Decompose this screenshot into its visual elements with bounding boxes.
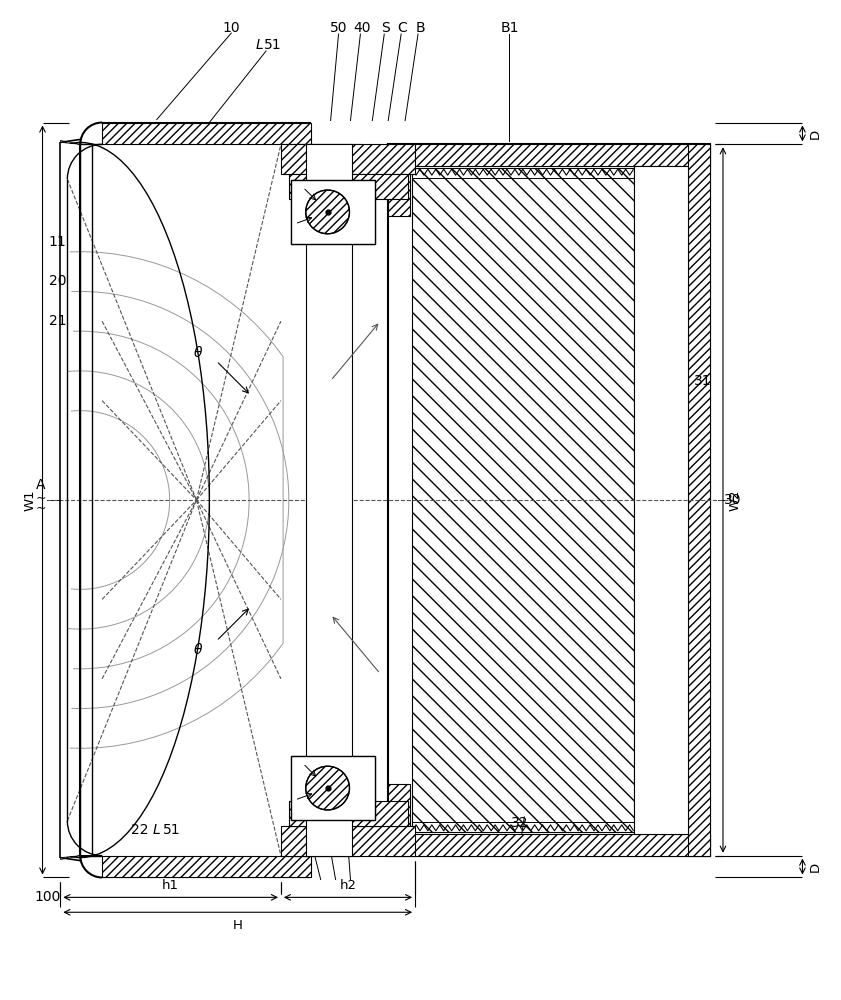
Text: C: C <box>397 21 407 35</box>
Text: 32: 32 <box>510 816 528 830</box>
Bar <box>281 826 415 856</box>
Bar <box>288 174 408 199</box>
Text: 22: 22 <box>131 823 149 837</box>
Bar <box>389 144 710 166</box>
Bar <box>412 168 633 832</box>
Text: B1: B1 <box>500 21 519 35</box>
Text: 40: 40 <box>320 839 337 853</box>
Bar <box>102 123 310 144</box>
Text: W1: W1 <box>23 489 36 511</box>
Text: ~: ~ <box>35 501 45 514</box>
Polygon shape <box>61 140 102 144</box>
Text: ~: ~ <box>35 492 45 505</box>
Bar <box>291 180 375 244</box>
Text: h1: h1 <box>162 879 179 892</box>
Bar <box>296 144 362 187</box>
Bar <box>102 856 310 877</box>
Text: 51: 51 <box>264 38 282 52</box>
Text: 51: 51 <box>163 823 181 837</box>
Text: 31: 31 <box>695 374 712 388</box>
Text: $\theta$: $\theta$ <box>193 345 204 360</box>
Text: S: S <box>381 21 389 35</box>
Bar <box>688 144 710 856</box>
Bar <box>306 144 352 856</box>
Text: $\theta$: $\theta$ <box>193 642 204 657</box>
Bar <box>288 801 408 826</box>
Text: 50: 50 <box>330 21 347 35</box>
Text: D: D <box>809 861 822 872</box>
Bar <box>296 813 362 856</box>
Text: 100: 100 <box>34 890 61 904</box>
Text: 21: 21 <box>49 314 66 328</box>
Text: 50: 50 <box>302 839 320 853</box>
Text: A: A <box>36 478 45 492</box>
Bar <box>389 834 710 856</box>
Text: 11: 11 <box>49 235 66 249</box>
Text: H: H <box>233 919 243 932</box>
Bar <box>389 784 410 834</box>
Text: S: S <box>344 839 353 853</box>
Bar <box>291 180 375 244</box>
Text: D: D <box>809 128 822 139</box>
Bar <box>291 756 375 820</box>
Bar <box>389 166 410 216</box>
Text: h2: h2 <box>340 879 357 892</box>
Bar <box>389 144 710 856</box>
Text: 40: 40 <box>353 21 371 35</box>
Text: B: B <box>415 21 425 35</box>
Text: 20: 20 <box>49 274 66 288</box>
Text: 10: 10 <box>223 21 240 35</box>
Polygon shape <box>61 856 102 860</box>
Text: L: L <box>153 823 161 837</box>
Circle shape <box>306 190 350 234</box>
Text: 30: 30 <box>724 493 742 507</box>
Bar <box>291 756 375 820</box>
Text: L: L <box>255 38 263 52</box>
Circle shape <box>306 766 350 810</box>
Bar <box>281 144 415 174</box>
Bar <box>633 166 688 834</box>
Text: W2: W2 <box>728 489 742 511</box>
